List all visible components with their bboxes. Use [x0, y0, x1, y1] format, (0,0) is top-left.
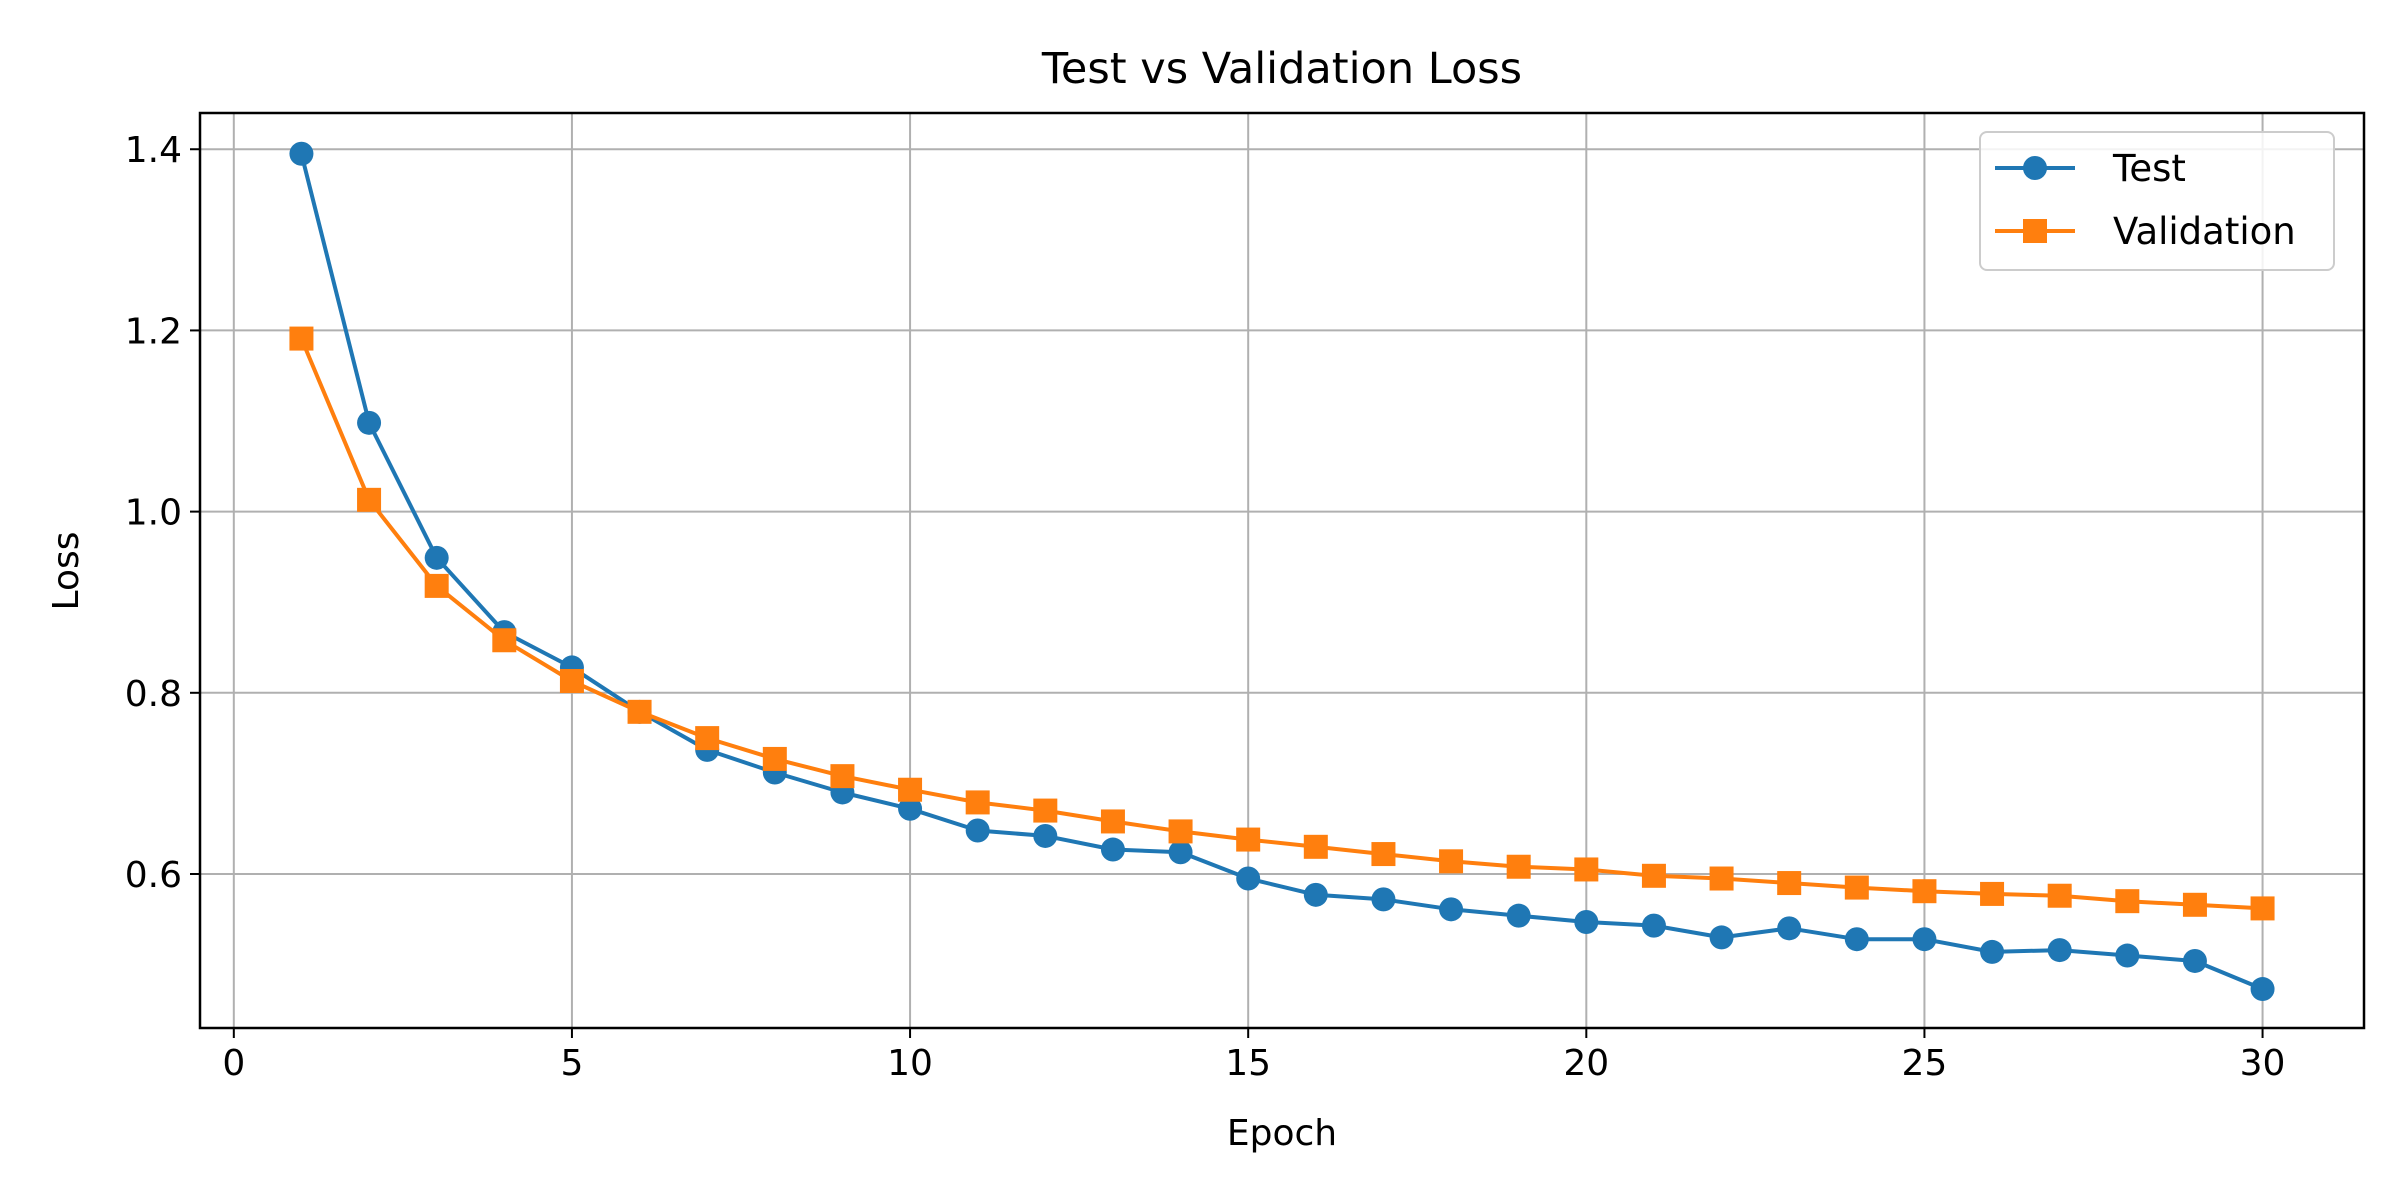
test-point	[2047, 938, 2072, 963]
test-point	[1506, 903, 1531, 928]
test-point	[965, 818, 990, 843]
x-tick-label: 30	[2240, 1043, 2286, 1084]
x-tick-label: 5	[560, 1043, 583, 1084]
x-tick-label: 10	[887, 1043, 933, 1084]
validation-point	[1641, 863, 1666, 888]
legend-validation-label: Validation	[2113, 210, 2296, 253]
validation-point	[2250, 896, 2275, 921]
validation-point	[627, 699, 652, 724]
validation-point	[424, 573, 449, 598]
test-point	[1641, 913, 1666, 938]
test-point	[1236, 866, 1261, 891]
validation-point	[2047, 883, 2072, 908]
validation-point	[1980, 881, 2005, 906]
legend-test-marker	[2023, 156, 2047, 180]
test-point	[1912, 927, 1937, 952]
validation-point	[898, 777, 923, 802]
x-tick-label: 0	[222, 1043, 245, 1084]
validation-point	[559, 669, 584, 694]
test-point	[1980, 939, 2005, 964]
test-point	[1033, 823, 1058, 848]
chart-title: Test vs Validation Loss	[1041, 44, 1522, 94]
legend: Test Validation	[1979, 131, 2335, 271]
x-axis-label: Epoch	[1227, 1113, 1337, 1154]
test-point	[1574, 910, 1599, 935]
x-tick-label: 20	[1563, 1043, 1609, 1084]
test-point	[289, 141, 314, 166]
validation-point	[289, 326, 314, 351]
test-point	[2115, 943, 2140, 968]
validation-point	[2115, 889, 2140, 914]
validation-point	[830, 764, 855, 789]
validation-point	[1574, 857, 1599, 882]
y-axis-label: Loss	[46, 532, 87, 611]
validation-point	[762, 746, 787, 771]
test-point	[1709, 925, 1734, 950]
validation-point	[1033, 798, 1058, 823]
legend-validation-marker	[2023, 219, 2047, 243]
axis-ticks: 0 5 10 15 20 25 30 0.6 0.8 1.0 1.2 1.4	[125, 130, 2286, 1084]
validation-point	[695, 726, 720, 751]
validation-point	[1168, 819, 1193, 844]
y-tick-label: 0.6	[125, 855, 182, 896]
y-tick-label: 0.8	[125, 674, 182, 715]
test-point	[1844, 927, 1869, 952]
x-tick-label: 25	[1902, 1043, 1948, 1084]
validation-point	[2182, 892, 2207, 917]
test-point	[898, 796, 923, 821]
y-tick-label: 1.4	[125, 130, 182, 171]
x-tick-label: 15	[1225, 1043, 1271, 1084]
validation-point	[1371, 842, 1396, 867]
test-point	[2182, 948, 2207, 973]
validation-point	[1912, 879, 1937, 904]
test-point	[1168, 840, 1193, 865]
validation-point	[1844, 875, 1869, 900]
validation-point	[492, 628, 517, 653]
validation-point	[1303, 834, 1328, 859]
validation-point	[965, 790, 990, 815]
y-tick-label: 1.2	[125, 311, 182, 352]
test-point	[2250, 977, 2275, 1002]
test-point	[1100, 837, 1125, 862]
test-point	[1777, 916, 1802, 941]
validation-point	[1777, 871, 1802, 896]
test-point	[1371, 887, 1396, 912]
series-lines	[289, 141, 2275, 1002]
validation-point	[1236, 827, 1261, 852]
test-point	[1439, 897, 1464, 922]
validation-point	[357, 487, 382, 512]
test-point	[357, 410, 382, 435]
validation-point	[1100, 809, 1125, 834]
validation-point	[1506, 854, 1531, 879]
y-tick-label: 1.0	[125, 493, 182, 534]
legend-test-label: Test	[2112, 147, 2186, 190]
test-point	[424, 545, 449, 570]
test-point	[1303, 882, 1328, 907]
validation-point	[1709, 866, 1734, 891]
plot-frame	[198, 111, 2366, 1030]
validation-point	[1439, 849, 1464, 874]
